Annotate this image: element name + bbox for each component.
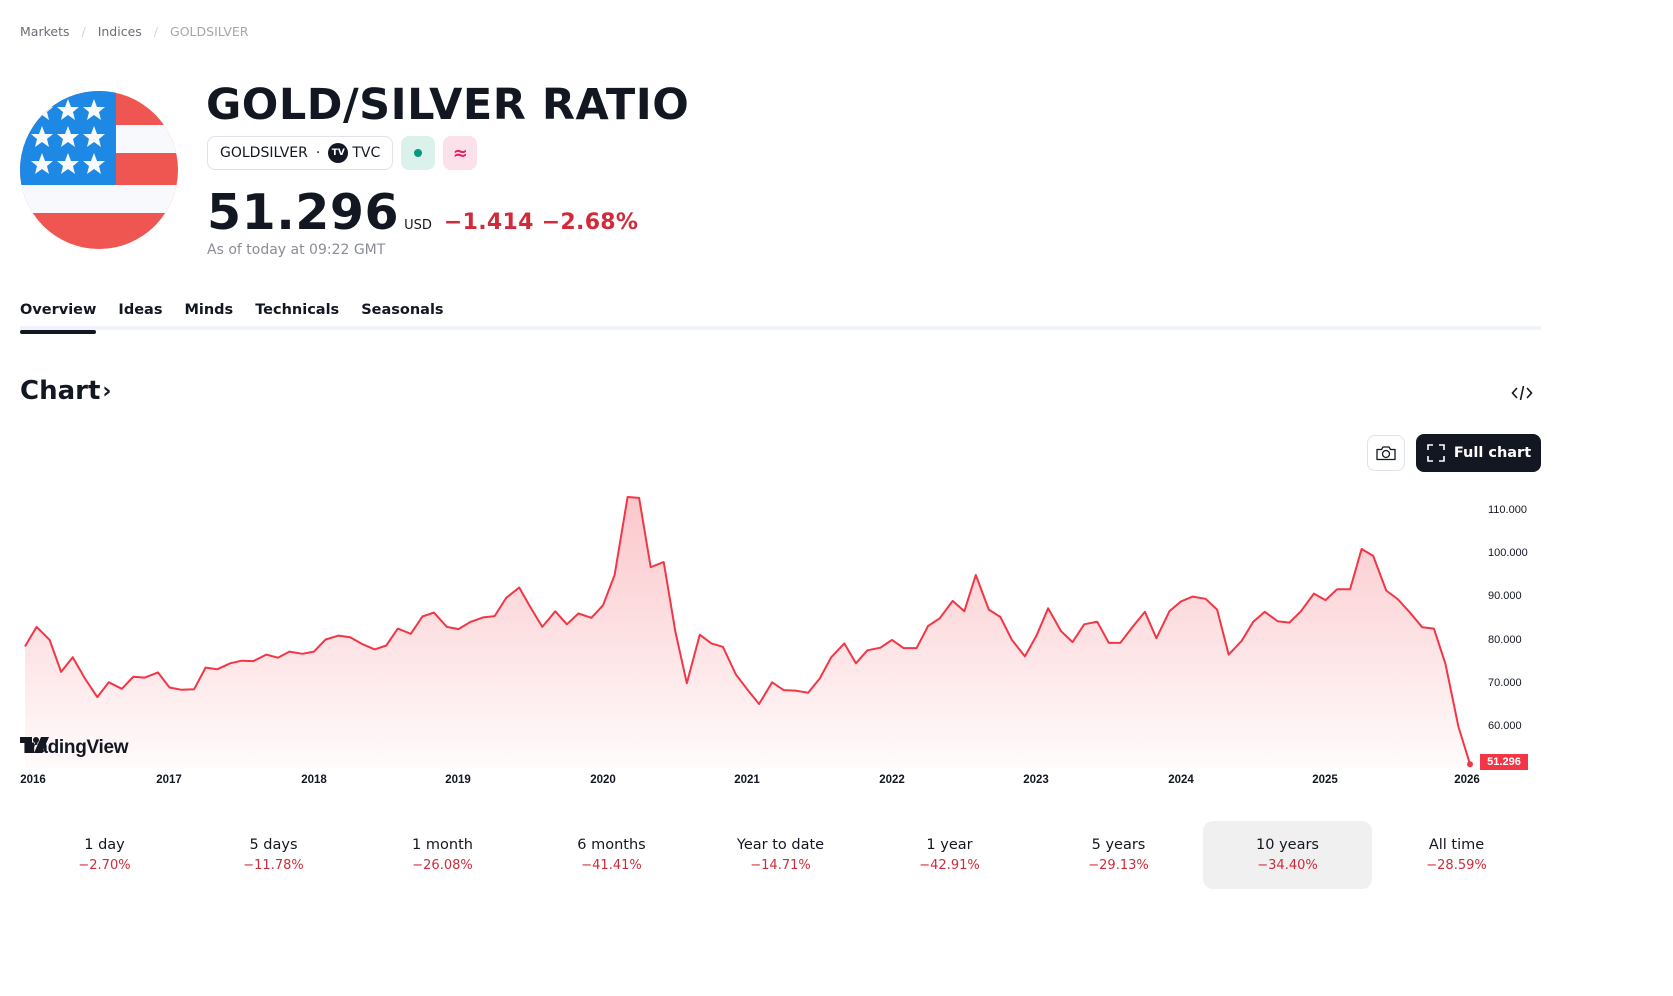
embed-code-button[interactable] (1508, 380, 1536, 406)
breadcrumb-separator: / (153, 24, 159, 39)
currency: USD (404, 218, 432, 233)
code-embed-icon (1511, 385, 1533, 401)
period-label: 1 month (412, 837, 473, 853)
tab-ideas[interactable]: Ideas (118, 302, 163, 318)
y-axis-label: 80.000 (1488, 634, 1522, 646)
y-axis-label: 100.000 (1488, 547, 1528, 559)
period-1-day[interactable]: 1 day −2.70% (20, 821, 189, 889)
period-all-time[interactable]: All time −28.59% (1372, 821, 1541, 889)
period-label: 5 days (249, 837, 298, 853)
tradingview-wordmark: TradingView (20, 737, 129, 758)
tab-seasonals[interactable]: Seasonals (361, 302, 444, 318)
period-change: −2.70% (78, 858, 131, 873)
chart-heading-label: Chart (20, 376, 101, 406)
y-axis-label: 60.000 (1488, 720, 1522, 732)
period-change: −28.59% (1426, 858, 1487, 873)
x-axis-label: 2019 (445, 774, 471, 786)
area-chart-plot (24, 496, 1473, 768)
symbol-chip[interactable]: GOLDSILVER · TV TVC (207, 136, 394, 170)
fullscreen-icon (1427, 444, 1445, 462)
tradingview-logo[interactable]: TradingView (20, 737, 129, 759)
delayed-data-icon: ≈ (452, 142, 468, 164)
tab-overview[interactable]: Overview (20, 300, 97, 334)
period-change: −11.78% (243, 858, 304, 873)
breadcrumb-indices[interactable]: Indices (97, 24, 142, 39)
delayed-data-button[interactable]: ≈ (443, 136, 478, 170)
price-change-percent: −2.68% (541, 210, 639, 235)
y-axis-label: 70.000 (1488, 677, 1522, 689)
period-5-years[interactable]: 5 years −29.13% (1034, 821, 1203, 889)
x-axis-label: 2022 (879, 774, 905, 786)
us-flag-icon (20, 91, 178, 249)
period-6-months[interactable]: 6 months −41.41% (527, 821, 696, 889)
period-label: All time (1428, 837, 1485, 853)
period-change: −41.41% (581, 858, 642, 873)
breadcrumb-markets[interactable]: Markets (20, 24, 70, 39)
period-year-to-date[interactable]: Year to date −14.71% (696, 821, 865, 889)
tab-minds[interactable]: Minds (184, 302, 234, 318)
market-open-button[interactable] (401, 136, 436, 170)
full-chart-button[interactable]: Full chart (1416, 434, 1541, 472)
snapshot-button[interactable] (1367, 435, 1405, 471)
x-axis-label: 2023 (1023, 774, 1049, 786)
last-value-tag: 51.296 (1480, 754, 1528, 770)
chevron-right-icon: › (102, 378, 112, 404)
x-axis-label: 2021 (734, 774, 760, 786)
period-label: 1 day (84, 837, 125, 853)
chart-line (24, 496, 1471, 765)
period-change: −26.08% (412, 858, 473, 873)
quote: 51.296 USD −1.414 −2.68% (207, 184, 638, 241)
period-label: 10 years (1256, 837, 1319, 853)
y-axis-label: 110.000 (1488, 504, 1527, 516)
price-change: −1.414 (443, 210, 534, 235)
symbol-dot: · (315, 145, 321, 161)
page-title: GOLD/SILVER RATIO (206, 80, 690, 130)
period-5-days[interactable]: 5 days −11.78% (189, 821, 358, 889)
breadcrumb-current: GOLDSILVER (170, 24, 249, 39)
tab-bar: Overview Ideas Minds Technicals Seasonal… (20, 300, 1541, 334)
period-label: 6 months (577, 837, 646, 853)
x-axis-label: 2024 (1168, 774, 1194, 786)
price-chart[interactable]: 110.000 100.000 90.000 80.000 70.000 60.… (0, 480, 1673, 790)
period-change: −29.13% (1088, 858, 1149, 873)
chart-heading-link[interactable]: Chart › (20, 376, 111, 406)
symbol-exchange: TVC (352, 145, 381, 161)
symbol-ticker: GOLDSILVER (220, 145, 308, 161)
x-axis-label: 2018 (301, 774, 327, 786)
period-change: −34.40% (1257, 858, 1318, 873)
period-change: −42.91% (919, 858, 980, 873)
camera-icon (1376, 446, 1396, 461)
period-change: −14.71% (750, 858, 811, 873)
symbol-row: GOLDSILVER · TV TVC ≈ (207, 136, 478, 170)
breadcrumb-separator: / (81, 24, 86, 39)
period-10-years[interactable]: 10 years −34.40% (1203, 821, 1372, 889)
tradingview-logo-icon (20, 737, 49, 753)
tradingview-exchange-icon: TV (328, 143, 349, 163)
period-label: 5 years (1091, 837, 1146, 853)
y-axis-label: 90.000 (1488, 590, 1522, 602)
chart-area-fill (25, 497, 1470, 768)
x-axis-label: 2020 (590, 774, 616, 786)
x-axis-label: 2016 (20, 774, 46, 786)
x-axis-label: 2017 (156, 774, 182, 786)
quote-timestamp: As of today at 09:22 GMT (207, 242, 386, 258)
tab-technicals[interactable]: Technicals (255, 302, 340, 318)
x-axis-label: 2025 (1312, 774, 1338, 786)
full-chart-label: Full chart (1453, 445, 1532, 461)
market-open-dot-icon (414, 149, 423, 157)
performance-periods: 1 day −2.70% 5 days −11.78% 1 month −26.… (20, 821, 1541, 889)
period-label: Year to date (736, 837, 825, 853)
last-price: 51.296 (207, 184, 400, 241)
period-1-year[interactable]: 1 year −42.91% (865, 821, 1034, 889)
period-label: 1 year (926, 837, 973, 853)
breadcrumb: Markets / Indices / GOLDSILVER (20, 24, 248, 39)
period-1-month[interactable]: 1 month −26.08% (358, 821, 527, 889)
last-point-marker (1467, 761, 1473, 768)
x-axis-label: 2026 (1454, 774, 1480, 786)
